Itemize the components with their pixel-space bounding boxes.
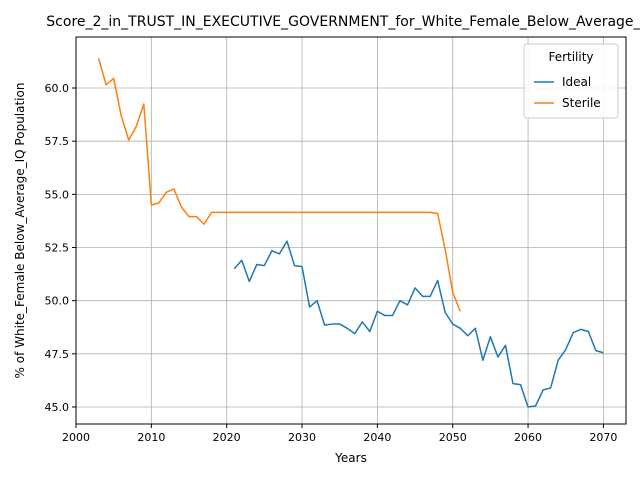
legend-box	[523, 43, 619, 119]
x-tick-label: 2050	[439, 431, 467, 444]
x-axis-label: Years	[334, 451, 367, 465]
y-tick-label: 45.0	[45, 401, 70, 414]
x-tick-label: 2000	[62, 431, 90, 444]
y-tick-label: 52.5	[45, 242, 70, 255]
x-tick-label: 2030	[288, 431, 316, 444]
series-line-ideal	[233, 240, 604, 408]
axes: 2000 2010 2020 2030 2040 2050 2060 2070 45.0 47.5…	[45, 36, 627, 444]
y-tick-label: 55.0	[45, 188, 70, 201]
plot-frame	[75, 36, 627, 425]
series-line-sterile	[97, 58, 461, 312]
legend-label-sterile: Sterile	[562, 96, 601, 110]
y-tick-label: 47.5	[45, 348, 70, 361]
y-tick-label: 57.5	[45, 135, 70, 148]
x-tick-label: 2070	[589, 431, 617, 444]
x-tick-label: 2040	[363, 431, 391, 444]
x-tick-label: 2020	[213, 431, 241, 444]
legend: Fertility Ideal Sterile	[523, 43, 619, 119]
chart-title: Score_2_in_TRUST_IN_EXECUTIVE_GOVERNMENT…	[46, 14, 640, 30]
y-tick-label: 60.0	[45, 82, 70, 95]
legend-title: Fertility	[548, 50, 593, 64]
y-axis-label: % of White_Female Below_Average_IQ Popul…	[13, 83, 27, 379]
series-lines	[97, 58, 604, 408]
legend-label-ideal: Ideal	[562, 75, 591, 89]
x-tick-label: 2060	[514, 431, 542, 444]
y-tick-label: 50.0	[45, 295, 70, 308]
grid-lines	[75, 37, 626, 424]
x-tick-label: 2010	[137, 431, 165, 444]
